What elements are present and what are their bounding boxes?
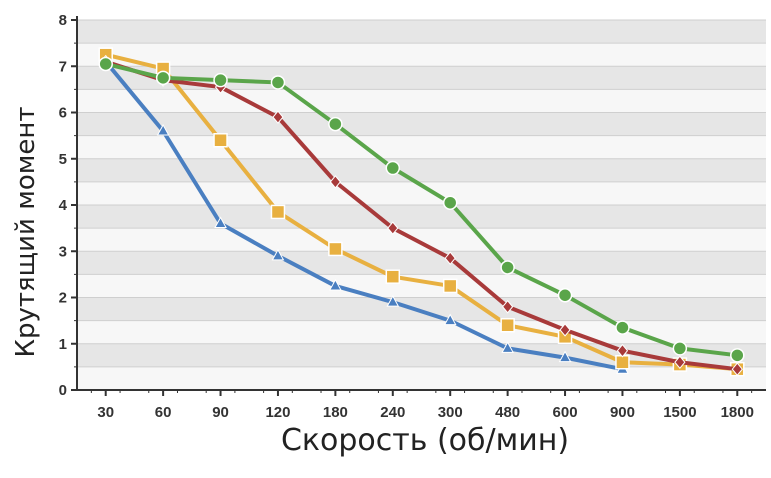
series-2 [98, 47, 745, 377]
series-1-point [386, 295, 400, 307]
y-axis-title: Крутящий момент [11, 107, 41, 358]
x-tick-label: 30 [97, 404, 114, 421]
series-3-point [272, 110, 284, 124]
series-4-point [98, 56, 113, 72]
series-3-point [329, 175, 342, 189]
series-3-point [616, 343, 629, 358]
series-2-point [328, 241, 343, 257]
series-1-point [329, 278, 342, 291]
series-4 [98, 56, 745, 363]
series-4-line [103, 61, 740, 358]
y-tick-label: 1 [59, 336, 67, 353]
series-1-point [558, 350, 572, 363]
series-4-point [328, 116, 343, 132]
series-1-line [103, 59, 625, 372]
series-3-point [501, 299, 514, 314]
x-tick-label: 60 [155, 404, 172, 421]
series-group [98, 47, 745, 377]
x-tick-label: 1500 [663, 404, 696, 421]
series-3-point [444, 251, 456, 265]
series-4-point [615, 320, 630, 335]
series-4-point [155, 70, 171, 86]
x-tick-label: 240 [380, 404, 405, 421]
series-3-point [387, 221, 399, 235]
series-2-line [103, 52, 740, 372]
grid-band [77, 20, 766, 44]
x-tick-label: 90 [212, 404, 229, 421]
series-4-point [730, 348, 745, 363]
y-tick-label: 3 [59, 243, 67, 260]
y-tick-label: 5 [59, 151, 67, 168]
series-2-point [270, 204, 286, 220]
series-1-point [156, 123, 170, 136]
x-tick-label: 1800 [721, 404, 754, 421]
series-2-point [213, 133, 228, 148]
x-tick-label: 600 [553, 404, 578, 421]
grid-band [77, 205, 766, 229]
series-2-point [615, 355, 630, 370]
x-axis-title: Скорость (об/мин) [281, 423, 569, 458]
series-4-point [672, 341, 688, 356]
x-tick-label: 480 [495, 404, 520, 421]
series-3-point [731, 362, 743, 376]
series-2-point [385, 269, 401, 284]
grid-band [77, 297, 766, 321]
grid-lines [77, 19, 766, 368]
y-tick-label: 4 [59, 197, 68, 214]
y-tick-label: 0 [59, 382, 67, 399]
grid-band [77, 112, 766, 136]
y-tick-label: 8 [59, 12, 67, 29]
series-2-point [500, 318, 515, 333]
series-4-point [442, 195, 458, 210]
series-1-point [501, 341, 514, 353]
grid-band [77, 66, 766, 90]
series-4-point [270, 75, 286, 90]
series-4-point [500, 260, 515, 275]
series-1-point [443, 313, 457, 326]
series-3-point [674, 355, 686, 370]
series-1-point [214, 216, 227, 228]
series-4-point [385, 160, 401, 176]
y-tick-label: 7 [59, 58, 67, 75]
y-tick-label: 2 [59, 290, 67, 307]
x-tick-label: 900 [610, 404, 635, 421]
x-tick-label: 180 [323, 404, 348, 421]
series-1-point [271, 248, 285, 261]
axes [71, 16, 766, 396]
x-tick-label: 300 [438, 404, 463, 421]
series-3-line [103, 59, 740, 372]
series-2-point [442, 278, 458, 294]
x-tick-label: 120 [265, 404, 290, 421]
series-4-point [557, 287, 573, 303]
grid-band [77, 251, 766, 275]
series-4-point [213, 72, 228, 88]
series-3-point [559, 323, 571, 337]
y-tick-label: 6 [59, 105, 67, 122]
tick-labels: 0 1 2 3 4 5 6 7 8 30 60 90 120 180 240 300 480 600 900 1500… [59, 12, 754, 421]
